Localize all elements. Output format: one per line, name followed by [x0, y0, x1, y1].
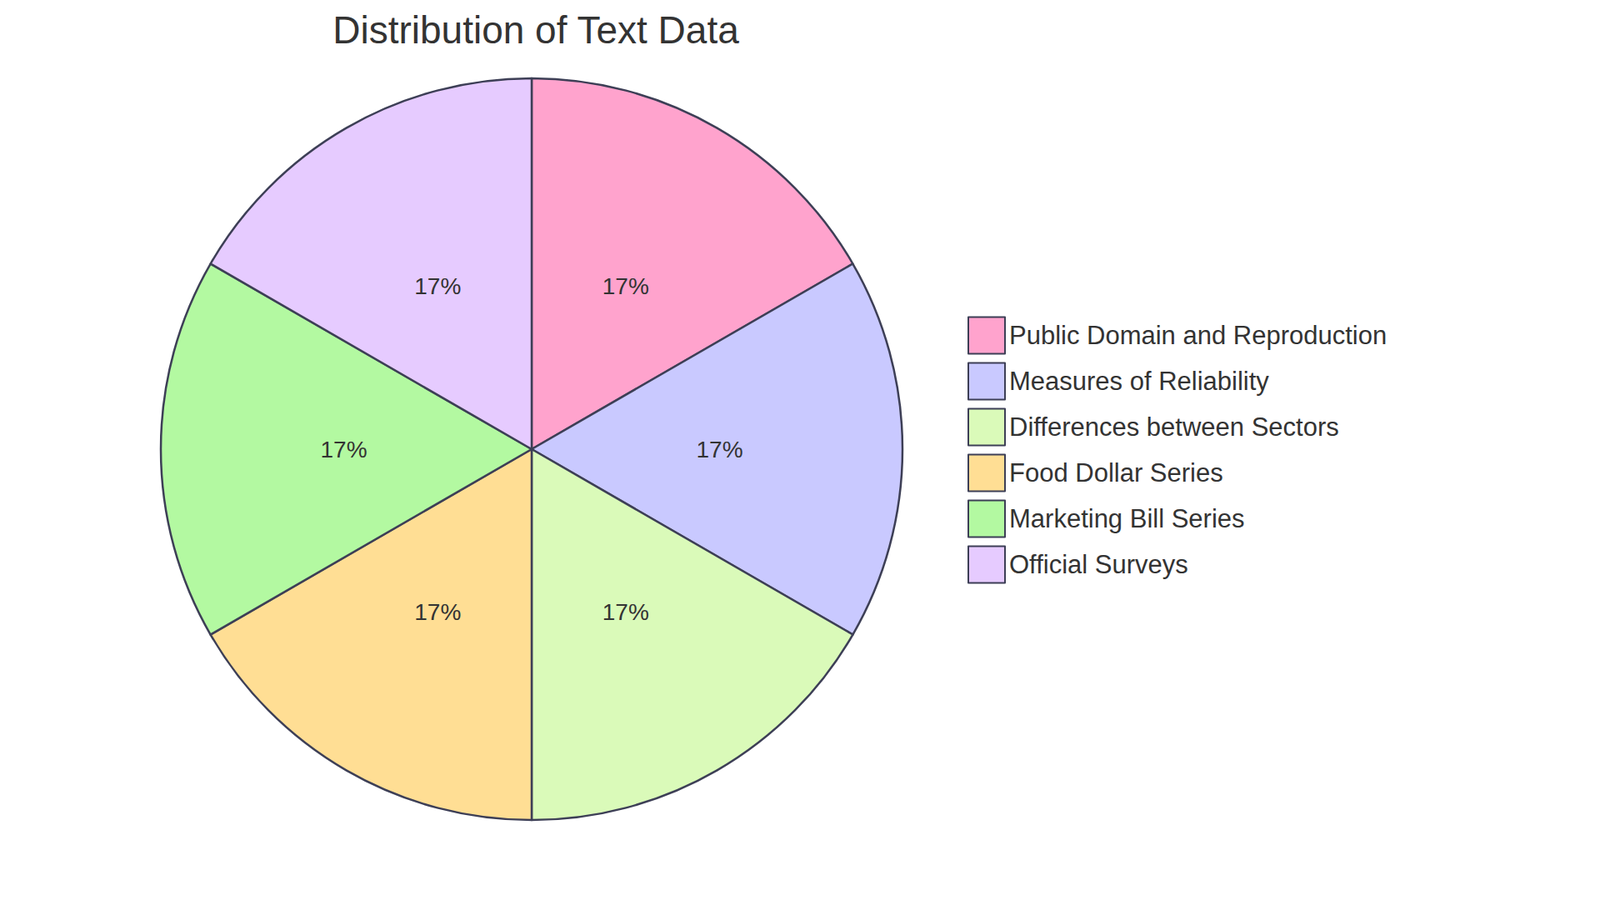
svg-text:17%: 17% [695, 436, 743, 463]
svg-text:Differences between Sectors: Differences between Sectors [1009, 412, 1340, 442]
svg-text:Measures of Reliability: Measures of Reliability [1009, 366, 1270, 396]
svg-text:17%: 17% [602, 599, 650, 625]
svg-text:17%: 17% [320, 436, 367, 463]
svg-text:Marketing Bill Series: Marketing Bill Series [1009, 504, 1245, 534]
svg-text:Official Surveys: Official Surveys [1009, 550, 1189, 580]
svg-text:17%: 17% [414, 273, 461, 300]
svg-text:Public Domain and Reproduction: Public Domain and Reproduction [1009, 320, 1387, 350]
svg-text:Distribution of Text Data: Distribution of Text Data [332, 8, 740, 52]
svg-text:17%: 17% [602, 273, 650, 300]
svg-text:17%: 17% [414, 599, 461, 625]
svg-text:Food Dollar Series: Food Dollar Series [1009, 458, 1224, 488]
